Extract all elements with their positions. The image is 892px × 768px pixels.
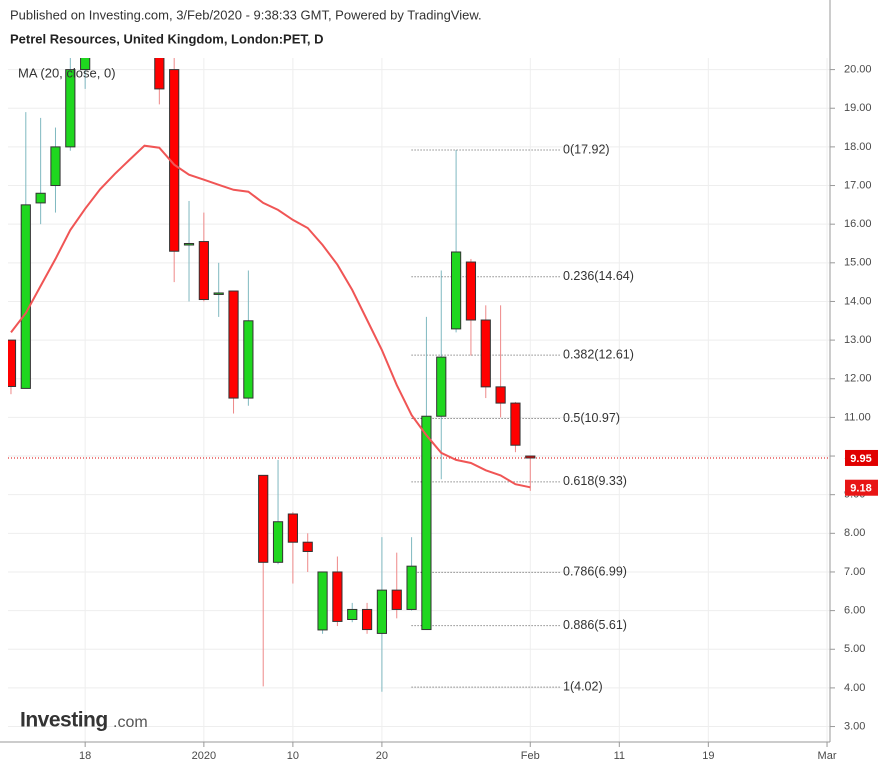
- candle-body: [510, 402, 521, 446]
- logo-suffix: .com: [113, 714, 148, 731]
- candle-body: [495, 386, 506, 404]
- y-tick-label: 13.00: [844, 334, 872, 346]
- x-tick-label: 19: [702, 750, 714, 762]
- candle-body: [317, 571, 328, 631]
- y-tick-label: 19.00: [844, 102, 872, 114]
- x-tick-label: 2020: [192, 750, 216, 762]
- y-tick-label: 16.00: [844, 218, 872, 230]
- price-tag: [845, 479, 878, 496]
- candle-body: [154, 58, 165, 90]
- candle-body: [302, 541, 313, 552]
- candle-body: [361, 608, 373, 631]
- fib-label: 0.236(14.64): [563, 269, 634, 283]
- candle-body: [198, 241, 209, 301]
- candle-body: [391, 589, 402, 610]
- y-tick-label: 5.00: [844, 643, 865, 655]
- fib-label: 0.5(10.97): [563, 411, 620, 425]
- candle-body: [436, 356, 447, 417]
- candle-body: [450, 251, 462, 330]
- candle-body: [65, 69, 76, 148]
- y-tick-label: 6.00: [844, 605, 865, 617]
- x-tick-label: 10: [287, 750, 299, 762]
- logo-brand: Investing: [20, 709, 108, 732]
- fib-label: 0.786(6.99): [563, 565, 627, 579]
- candle-body: [421, 415, 432, 631]
- candle-body: [258, 474, 269, 563]
- y-tick-label: 17.00: [844, 179, 872, 191]
- y-tick-label: 15.00: [844, 257, 872, 269]
- x-tick-label: 18: [79, 750, 91, 762]
- fib-label: 0.886(5.61): [563, 618, 627, 632]
- candle-body: [35, 192, 46, 204]
- fib-label: 1(4.02): [563, 679, 603, 693]
- x-tick-label: Mar: [818, 750, 837, 762]
- x-tick-label: Feb: [521, 750, 540, 762]
- fib-label: 0.618(9.33): [563, 474, 627, 488]
- candle-body: [8, 339, 17, 387]
- fib-label: 0(17.92): [563, 142, 610, 156]
- legend-ma: MA (20, close, 0): [18, 65, 116, 80]
- price-tag-label: 9.95: [850, 453, 871, 465]
- plot-area: [8, 58, 536, 692]
- candle-body: [183, 242, 195, 246]
- candle-body: [406, 565, 417, 610]
- candle-body: [332, 571, 343, 622]
- candle-body: [272, 521, 284, 563]
- source-note: Published on Investing.com, 3/Feb/2020 -…: [10, 7, 482, 22]
- y-tick-label: 20.00: [844, 63, 872, 75]
- candle-body: [465, 261, 477, 321]
- price-tag: [845, 449, 878, 466]
- y-tick-label: 7.00: [844, 566, 865, 578]
- candle-body: [525, 455, 536, 459]
- candle-body: [50, 146, 61, 187]
- candle-body: [213, 292, 224, 295]
- chart-title: Petrel Resources, United Kingdom, London…: [10, 31, 323, 46]
- candle-body: [347, 608, 358, 620]
- y-tick-label: 11.00: [844, 411, 871, 423]
- y-tick-label: 14.00: [844, 295, 872, 307]
- candle-body: [20, 204, 31, 389]
- candle-body: [480, 319, 491, 388]
- ma-line: [10, 144, 531, 489]
- x-tick-label: 11: [614, 750, 625, 762]
- x-tick-label: 20: [376, 750, 388, 762]
- candle-body: [376, 589, 388, 634]
- axes: 3.004.005.006.007.008.009.0010.0011.0012…: [0, 0, 878, 762]
- candle-body: [228, 290, 239, 399]
- candle-body: [287, 513, 298, 543]
- fib-label: 0.382(12.61): [563, 347, 634, 361]
- y-tick-label: 4.00: [844, 682, 865, 694]
- price-tag-label: 9.18: [850, 483, 871, 495]
- y-tick-label: 12.00: [844, 373, 872, 385]
- y-tick-label: 3.00: [844, 720, 865, 732]
- candle-body: [243, 320, 254, 399]
- grid: [8, 58, 830, 742]
- y-tick-label: 18.00: [844, 141, 872, 153]
- candle-body: [80, 58, 91, 71]
- y-tick-label: 8.00: [844, 527, 865, 539]
